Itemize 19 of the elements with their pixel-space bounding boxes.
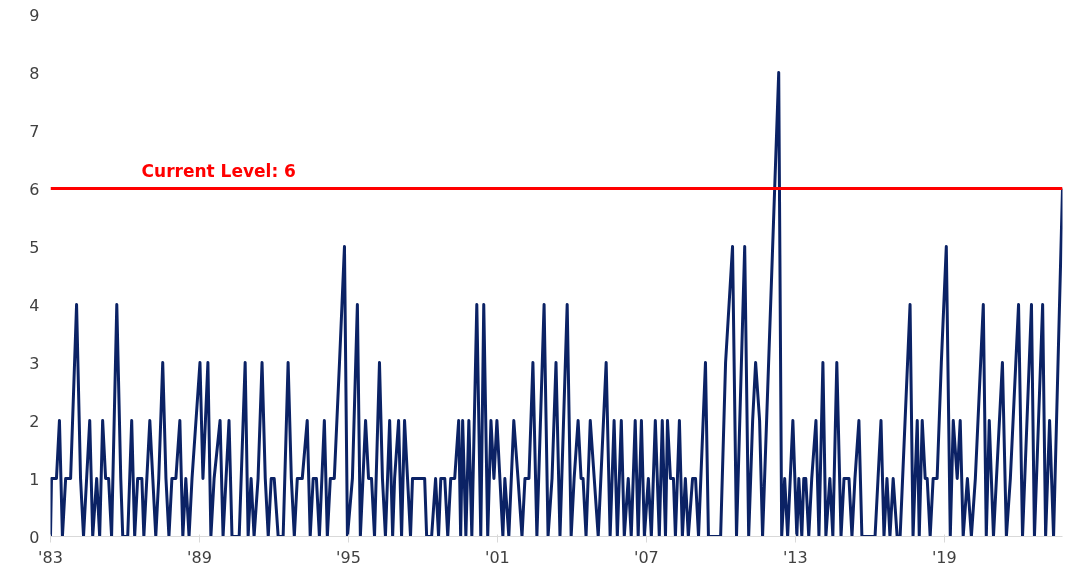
y-tick-label: 9 (29, 5, 40, 25)
y-tick-label: 4 (29, 295, 40, 315)
x-tick-label: '89 (187, 547, 212, 567)
y-tick-label: 1 (29, 469, 40, 489)
x-tick-label: '01 (485, 547, 510, 567)
y-tick-label: 8 (29, 63, 40, 83)
line-series (50, 71, 1063, 537)
x-tick-label: '13 (782, 547, 808, 567)
y-tick-label: 3 (29, 353, 40, 373)
y-tick-label: 0 (29, 527, 40, 547)
y-tick-label: 2 (29, 411, 40, 431)
x-tick-label: '83 (38, 547, 63, 567)
y-tick-label: 6 (29, 179, 40, 199)
x-tick-label: '95 (336, 547, 361, 567)
y-tick-label: 7 (29, 121, 40, 141)
x-tick-label: '07 (634, 547, 659, 567)
ref-line-label: Current Level: 6 (141, 160, 296, 181)
x-tick-label: '19 (931, 547, 957, 567)
y-tick-label: 5 (29, 237, 40, 257)
